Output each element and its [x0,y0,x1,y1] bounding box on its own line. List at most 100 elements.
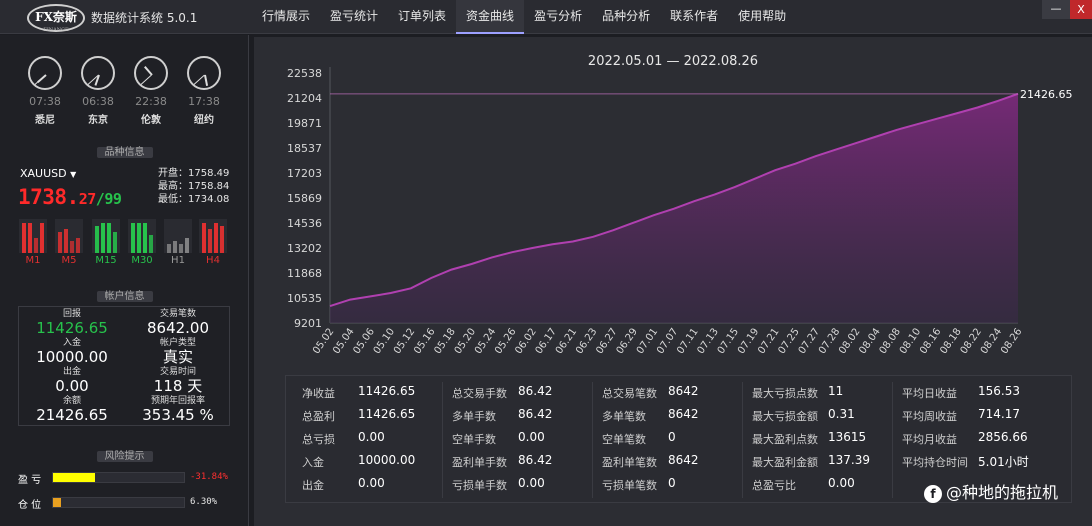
nav-tab[interactable]: 品种分析 [602,9,651,23]
equity-line [329,92,1019,308]
account-stat: 回报 11426.65 [19,309,125,337]
clock-city: 悉尼 [35,115,55,126]
stat-value: 8642 [668,384,699,398]
account-stat-caption: 交易笔数 [159,309,196,319]
nav-tab[interactable]: 联系作者 [670,9,719,23]
nav-tab[interactable]: 盈亏分析 [534,9,583,23]
nav-tab[interactable]: 订单列表 [398,9,447,23]
y-tick-label: 19871 [287,117,322,130]
timeframe-label[interactable]: H1 [171,255,185,266]
risk-label: 盈 亏 [18,475,42,486]
minimize-button[interactable]: — [1042,0,1070,19]
stat-key: 亏损单手数 [452,479,507,492]
world-clock: 07:38 悉尼 [27,56,63,126]
timeframe-bar [179,244,183,253]
account-stat-value: 11426.65 [36,319,108,337]
account-stat-value: 10000.00 [36,348,108,366]
timeframe-bar [137,223,141,253]
timeframe-bars [199,219,227,253]
open-price: 开盘：1758.49 [158,168,230,179]
risk-progress-bar [52,472,185,483]
nav-tab[interactable]: 行情展示 [262,9,311,23]
clock-icon [28,56,62,90]
stat-value: 0 [668,430,676,444]
account-stat-value: 8642.00 [146,319,210,337]
stat-key: 平均周收益 [902,410,957,423]
timeframe-label[interactable]: M15 [95,255,117,266]
timeframe-label[interactable]: M5 [61,255,77,266]
title-bar: FX奈斯 FINANCE 数据统计系统 5.0.1 行情展示 盈亏统计 订单列表 资金曲… [0,0,1092,34]
timeframe-bar [76,238,80,253]
timeframe-label[interactable]: H4 [206,255,220,266]
clock-city: 东京 [88,115,108,126]
stat-value: 11426.65 [358,384,416,398]
y-tick-label: 21204 [287,92,322,105]
timeframe-bar [173,241,177,253]
timeframe-bar [22,223,26,253]
account-stat: 帐户类型 真实 [125,338,231,366]
left-panel: 07:38 悉尼 06:38 东京 22:38 伦敦 17:38 纽约 品种信息 XAUUSD… [0,35,249,526]
stat-key: 多单笔数 [602,410,646,423]
stat-key: 出金 [302,479,324,492]
timeframe-label[interactable]: M30 [131,255,153,266]
y-tick-label: 13202 [287,242,322,255]
equity-curve-panel: 22538 21204 19871 18537 17203 15869 14536 13202… [254,37,1092,526]
price-display: 1738.27/99 [18,185,122,209]
stat-key: 平均月收益 [902,433,957,446]
stat-value: 156.53 [978,384,1020,398]
world-clock: 17:38 纽约 [186,56,222,126]
stat-value: 0.00 [358,430,385,444]
timeframe-bar [107,223,111,253]
account-stat: 余额 21426.65 [19,396,125,424]
account-stat-caption: 交易时间 [159,367,196,377]
close-button[interactable]: X [1070,0,1092,19]
timeframe-bar [202,223,206,253]
risk-progress-fill [53,473,95,482]
risk-section-title: 风险提示 [0,447,249,462]
stats-table: 净收益 11426.65 总盈利 11426.65 总亏损 0.00 入金 10000.00 出… [285,375,1072,503]
timeframe-bar [113,232,117,253]
timeframe-bar [101,223,105,253]
clock-minute-hand [193,74,205,85]
main-nav: 行情展示 盈亏统计 订单列表 资金曲线 盈亏分析 品种分析 联系作者 使用帮助 [252,0,796,34]
stat-key: 总亏损 [302,433,335,446]
stat-value: 86.42 [518,453,553,467]
stat-key: 最大盈利金额 [752,456,818,469]
chart-title: 2022.05.01 — 2022.08.26 [587,54,759,69]
stat-key: 空单笔数 [602,433,646,446]
timeframe-bar [70,241,74,253]
nav-tab[interactable]: 资金曲线 [456,0,525,34]
stats-divider [742,382,743,498]
low-price: 最低：1734.08 [158,194,230,205]
nav-tab[interactable]: 盈亏统计 [330,9,379,23]
app-logo: FX奈斯 FINANCE [27,4,85,33]
account-stat-caption: 余额 [62,396,81,406]
risk-progress-fill [53,498,62,507]
world-clock: 06:38 东京 [80,56,116,126]
account-stat-caption: 帐户类型 [159,338,196,348]
symbol-selector[interactable]: XAUUSD ▼ [20,167,77,180]
stat-key: 盈利单手数 [452,456,507,469]
stat-value: 86.42 [518,407,553,421]
stat-value: 0 [668,476,676,490]
equity-chart: 22538 21204 19871 18537 17203 15869 14536 13202… [287,67,1073,356]
stat-key: 多单手数 [452,410,496,423]
account-stat-caption: 预期年回报率 [150,396,205,406]
timeframe-label[interactable]: M1 [25,255,41,266]
stat-key: 入金 [302,456,324,469]
nav-tab[interactable]: 使用帮助 [738,9,787,23]
risk-value: 6.30% [190,497,218,507]
clock-minute-hand [34,74,46,85]
timeframe-bar [95,226,99,253]
account-stat-value: 真实 [162,348,193,366]
watermark: f @种地的拖拉机 [924,479,1058,503]
stat-key: 总盈利 [302,410,335,423]
timeframe-bar [131,223,135,253]
clock-city: 纽约 [194,115,214,126]
clock-icon [81,56,115,90]
timeframe-bar [40,223,44,253]
account-stat-caption: 回报 [62,309,81,319]
stat-value: 8642 [668,453,699,467]
clock-time: 22:38 [135,95,167,108]
x-tick-label: 08.26 [999,326,1024,356]
